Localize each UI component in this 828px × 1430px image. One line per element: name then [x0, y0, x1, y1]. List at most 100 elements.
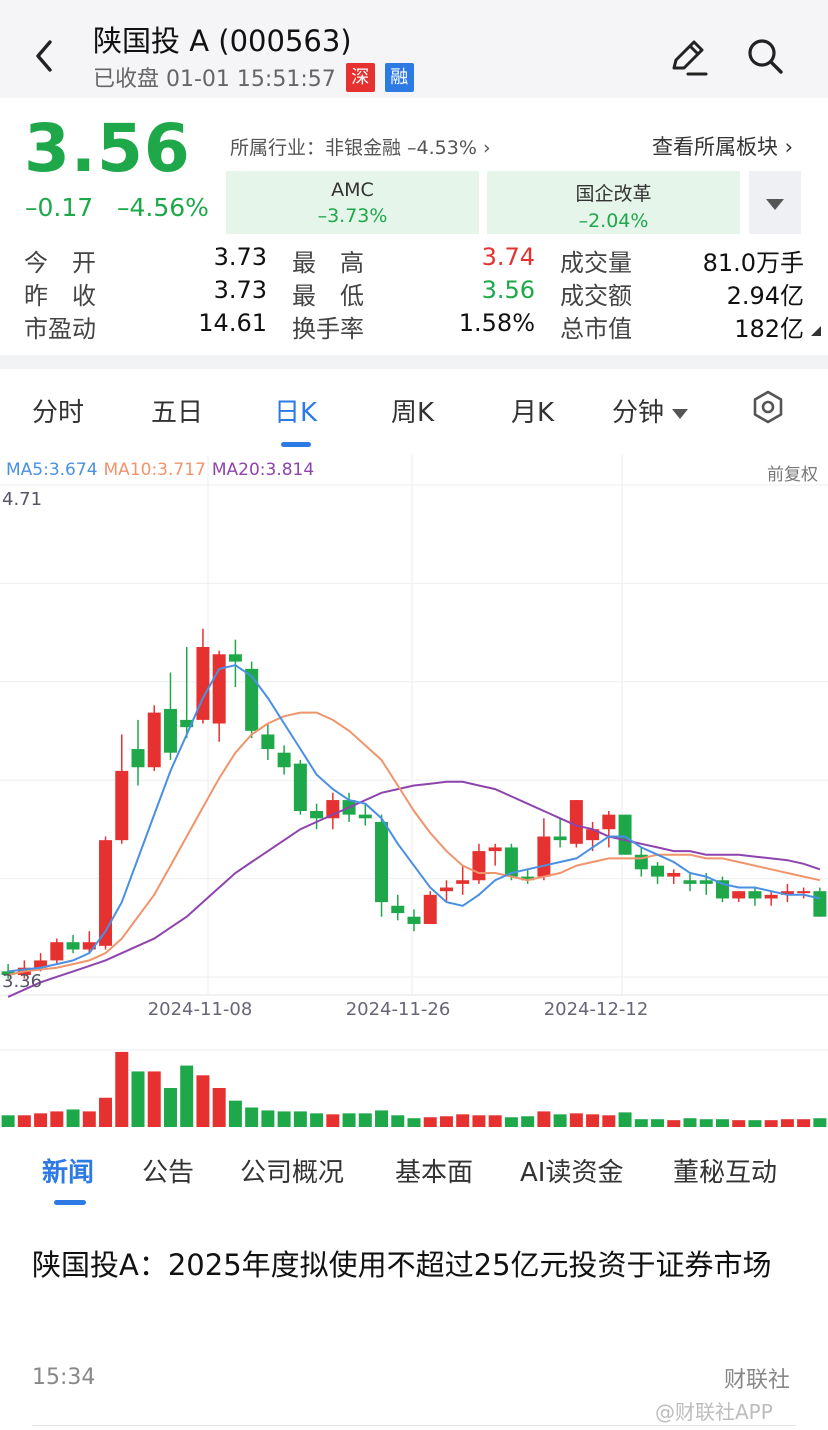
volume-bar — [537, 1111, 551, 1127]
edit-icon[interactable] — [666, 36, 708, 78]
volume-bar — [180, 1065, 194, 1127]
stat-value: 3.74 — [481, 243, 535, 271]
quote-stats: 今 开 3.73 最 高 3.74 成交量 81.0万手 昨 收 3.73 最 … — [24, 243, 814, 343]
volume-bar — [764, 1120, 778, 1127]
current-price: 3.56 — [24, 110, 191, 187]
search-icon[interactable] — [745, 36, 785, 76]
tab-fundamentals[interactable]: 基本面 — [395, 1158, 474, 1188]
stat-value: 182亿 — [734, 315, 804, 343]
tab-monthly-k[interactable]: 月K — [511, 398, 555, 428]
chevron-down-icon — [766, 199, 784, 210]
price-change-row: –0.17 –4.56% — [25, 193, 209, 222]
candle-body — [34, 960, 48, 968]
view-sectors-link[interactable]: 查看所属板块 › — [652, 135, 794, 159]
candle-body — [277, 752, 291, 768]
expand-sectors-button[interactable] — [749, 171, 801, 234]
chevron-down-icon — [672, 408, 689, 419]
volume-bar — [456, 1114, 470, 1127]
tab-daily-k[interactable]: 日K — [274, 398, 318, 428]
volume-bar — [667, 1120, 681, 1127]
price-change-percent: –4.56% — [117, 193, 209, 222]
stat-value: 1.58% — [458, 309, 535, 337]
shenzhen-badge: 深 — [345, 62, 375, 92]
candle-body — [1, 971, 15, 975]
volume-bar — [310, 1113, 324, 1127]
candle-body — [813, 891, 827, 917]
volume-bar — [1, 1115, 15, 1127]
stat-value: 3.73 — [213, 276, 267, 304]
volume-bar — [50, 1111, 64, 1127]
volume-bar — [277, 1111, 291, 1127]
volume-bar — [602, 1115, 616, 1127]
news-headline[interactable]: 陕国投A：2025年度拟使用不超过25亿元投资于证券市场 — [32, 1248, 772, 1282]
candle-body — [115, 770, 129, 841]
stats-row: 今 开 3.73 最 高 3.74 成交量 81.0万手 — [24, 243, 814, 277]
stat-label: 今 开 — [24, 249, 96, 277]
volume-bar — [131, 1071, 145, 1127]
moving-average-lines — [7, 664, 821, 998]
tab-ai-funds[interactable]: AI读资金 — [520, 1158, 624, 1188]
tab-five-day[interactable]: 五日 — [151, 398, 204, 428]
candle-body — [358, 814, 372, 819]
ma-legend: MA5:3.674 MA10:3.717 MA20:3.814 — [6, 460, 320, 480]
candle-body — [602, 814, 616, 830]
volume-bar — [228, 1100, 242, 1127]
candles-layer — [1, 628, 827, 979]
chart-period-tabs: 分时 五日 日K 周K 月K 分钟 — [0, 380, 828, 440]
tab-announcements[interactable]: 公告 — [142, 1158, 195, 1188]
tab-board-interaction[interactable]: 董秘互动 — [673, 1158, 778, 1188]
volume-bar — [391, 1115, 405, 1127]
candle-body — [651, 865, 665, 877]
sector-card-amc[interactable]: AMC –3.73% — [226, 171, 479, 234]
candle-body — [683, 880, 697, 884]
candlestick-chart[interactable]: 4.71 3.36 2024-11-08 2024-11-26 2024-12-12 — [0, 455, 828, 1130]
volume-bar — [66, 1109, 80, 1127]
stat-label: 昨 收 — [24, 282, 96, 310]
candle-body — [472, 851, 486, 881]
industry-link[interactable]: 所属行业：非银金融 –4.53% › — [230, 137, 491, 159]
volume-bar — [439, 1116, 453, 1127]
candle-body — [456, 880, 470, 884]
margin-badge: 融 — [384, 62, 414, 92]
tab-news[interactable]: 新闻 — [42, 1158, 95, 1188]
volume-bar — [813, 1118, 827, 1127]
candle-body — [504, 847, 518, 877]
news-divider — [32, 1425, 796, 1426]
candle-body — [245, 668, 259, 731]
candle-body — [228, 654, 242, 662]
volume-bar — [748, 1120, 762, 1127]
candle-body — [748, 891, 762, 899]
volume-bar — [488, 1115, 502, 1127]
section-divider — [0, 355, 828, 369]
ma20-line — [7, 780, 821, 998]
volume-bar — [553, 1114, 567, 1127]
candle-body — [212, 654, 226, 724]
tab-company-profile[interactable]: 公司概况 — [240, 1158, 345, 1188]
trade-status: 已收盘 01-01 15:51:57 — [93, 67, 336, 92]
volume-bar — [196, 1075, 210, 1127]
volume-bar — [618, 1112, 632, 1127]
volume-bar — [634, 1119, 648, 1127]
candle-body — [521, 876, 535, 881]
volume-bar — [212, 1088, 226, 1127]
tab-minute[interactable]: 分钟 — [612, 392, 689, 429]
candle-body — [196, 647, 210, 720]
tab-weekly-k[interactable]: 周K — [391, 398, 435, 428]
sector-percent: –3.73% — [317, 205, 388, 227]
ma10-label: MA10:3.717 — [103, 460, 206, 480]
back-icon[interactable] — [30, 36, 60, 76]
candle-body — [310, 811, 324, 819]
ma5-label: MA5:3.674 — [6, 460, 98, 480]
volume-bars — [1, 1051, 827, 1127]
sector-card-soe-reform[interactable]: 国企改革 –2.04% — [487, 171, 740, 234]
settings-icon[interactable] — [752, 390, 784, 424]
ma10-line — [7, 711, 821, 976]
x-tick-label: 2024-11-26 — [346, 999, 451, 1020]
tab-intraday[interactable]: 分时 — [32, 398, 85, 428]
corner-triangle-icon — [811, 326, 821, 336]
volume-bar — [342, 1113, 356, 1127]
chart-grid — [0, 455, 828, 1051]
price-adjust-toggle[interactable]: 前复权 — [767, 465, 818, 485]
news-time: 15:34 — [32, 1365, 96, 1390]
candle-body — [764, 894, 778, 899]
